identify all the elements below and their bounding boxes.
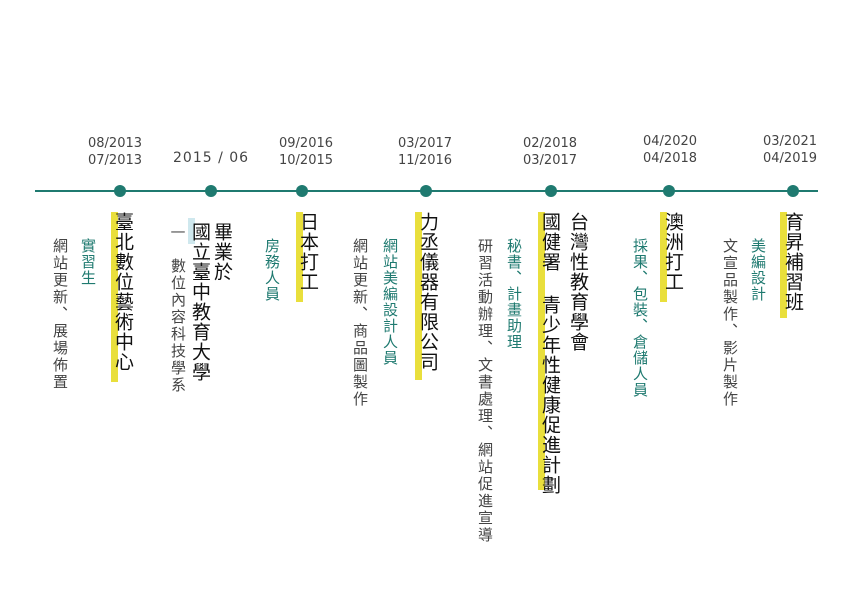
highlight-bar: [296, 212, 303, 302]
timeline-dot: [545, 185, 557, 197]
entry-role: 秘書、計畫助理: [505, 238, 523, 350]
entry-role: 美編設計: [749, 238, 767, 302]
entry-title: 畢業於: [211, 222, 233, 282]
highlight-bar: [660, 212, 667, 302]
date-label: 03/2021 04/2019: [763, 134, 818, 166]
entry-description: 網站更新、展場佈置: [51, 238, 69, 391]
timeline-dot: [296, 185, 308, 197]
timeline-dot: [205, 185, 217, 197]
entry-role: 房務人員: [263, 238, 281, 302]
entry-role: 採果、包裝、倉儲人員: [631, 238, 649, 398]
date-label: 09/2016 10/2015: [279, 136, 334, 168]
timeline-dot: [787, 185, 799, 197]
date-label: 04/2020 04/2018: [643, 134, 698, 166]
entry-title: 臺北數位藝術中心: [112, 212, 134, 372]
entry-role: 網站美編設計人員: [381, 238, 399, 366]
highlight-bar: [111, 212, 118, 382]
entry-description: 文宣品製作、影片製作: [721, 238, 739, 408]
date-label: 03/2017 11/2016: [398, 136, 453, 168]
entry-title: 日本打工: [297, 212, 319, 292]
divider-dash: —: [169, 222, 187, 240]
highlight-bar: [780, 212, 787, 318]
timeline-dot: [663, 185, 675, 197]
entry-title: 國健署 青少年性健康促進計劃: [539, 212, 561, 495]
entry-description: 研習活動辦理、文書處理、網站促進宣導: [476, 238, 494, 544]
highlight-bar: [538, 212, 545, 490]
entry-description: 數位內容科技學系: [169, 258, 187, 394]
highlight-bar: [188, 218, 195, 244]
entry-description: 網站更新、商品圖製作: [351, 238, 369, 408]
entry-title: 澳洲打工: [662, 212, 684, 292]
entry-title: 國立臺中教育大學: [189, 222, 211, 382]
entry-role: 實習生: [79, 238, 97, 286]
entry-title: 力丞儀器有限公司: [417, 212, 439, 372]
entry-title: 台灣性教育學會: [567, 212, 589, 352]
timeline-dot: [420, 185, 432, 197]
highlight-bar: [415, 212, 422, 380]
date-label: 02/2018 03/2017: [523, 136, 578, 168]
entry-title: 育昇補習班: [782, 212, 804, 312]
date-label: 08/2013 07/2013: [88, 136, 143, 168]
timeline-dot: [114, 185, 126, 197]
date-label: 2015 / 06: [173, 150, 250, 166]
